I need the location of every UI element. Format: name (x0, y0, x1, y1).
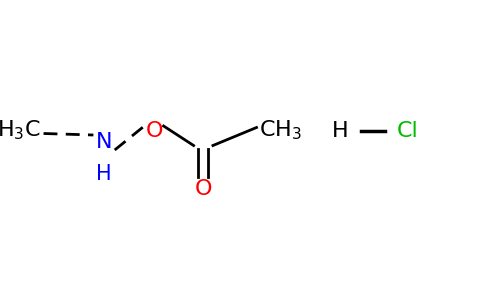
Text: Cl: Cl (397, 121, 419, 140)
Text: N: N (96, 133, 112, 152)
Text: H: H (96, 164, 112, 184)
Text: O: O (195, 179, 212, 199)
Text: H$_3$C: H$_3$C (0, 119, 41, 142)
Text: CH$_3$: CH$_3$ (259, 119, 302, 142)
Text: O: O (146, 121, 164, 140)
Text: H: H (332, 121, 348, 140)
